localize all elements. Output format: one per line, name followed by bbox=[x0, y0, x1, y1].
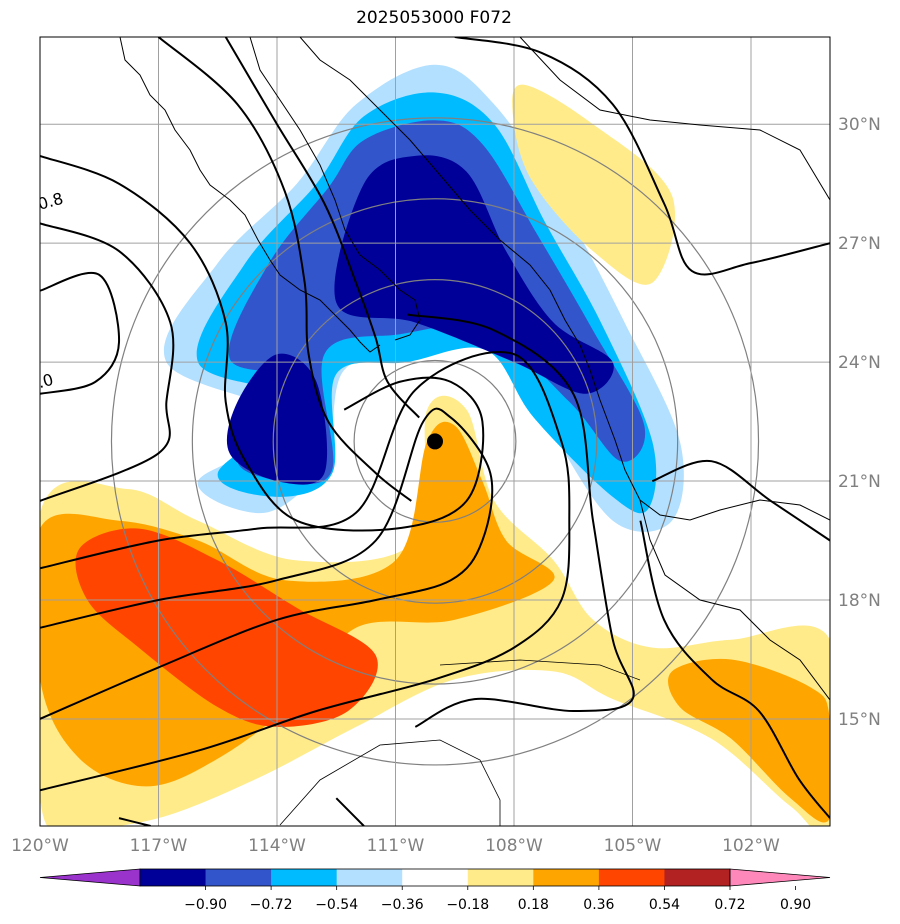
colorbar-bin-1 bbox=[206, 869, 272, 886]
colorbar-tick-label-7: 0.54 bbox=[649, 897, 680, 913]
latitude-tick-labels: 30°N 27°N 24°N 21°N 18°N 15°N bbox=[838, 115, 881, 730]
colorbar-tick-label-5: 0.18 bbox=[518, 897, 549, 913]
colorbar-bin-4 bbox=[402, 869, 468, 886]
colorbar-extend-high bbox=[730, 869, 830, 886]
center-marker-layer bbox=[427, 433, 443, 449]
lat-tick-label-1: 27°N bbox=[838, 234, 881, 254]
colorbar-tick-label-0: −0.90 bbox=[184, 897, 227, 913]
center-marker bbox=[427, 433, 443, 449]
lon-tick-label-2: 114°W bbox=[248, 836, 306, 856]
colorbar-tick-label-6: 0.36 bbox=[583, 897, 614, 913]
colorbar-tick-label-8: 0.72 bbox=[714, 897, 745, 913]
lon-tick-label-1: 117°W bbox=[130, 836, 188, 856]
colorbar-tick-label-3: −0.36 bbox=[381, 897, 424, 913]
lon-tick-label-0: 120°W bbox=[11, 836, 69, 856]
lon-tick-label-3: 111°W bbox=[367, 836, 425, 856]
colorbar-bin-7 bbox=[599, 869, 665, 886]
lat-tick-label-3: 21°N bbox=[838, 472, 881, 492]
colorbar-bin-5 bbox=[468, 869, 534, 886]
lat-tick-label-4: 18°N bbox=[838, 591, 881, 611]
lat-tick-label-0: 30°N bbox=[838, 115, 881, 135]
colorbar: −0.90 −0.72 −0.54 −0.36 −0.18 0.18 0.36 0.54 0.7… bbox=[40, 869, 830, 913]
colorbar-bin-2 bbox=[271, 869, 337, 886]
lon-tick-label-6: 102°W bbox=[722, 836, 780, 856]
longitude-tick-labels: 120°W 117°W 114°W 111°W 108°W 105°W 102°W bbox=[11, 836, 780, 856]
lat-tick-label-2: 24°N bbox=[838, 353, 881, 373]
colorbar-tick-label-9: 0.90 bbox=[780, 897, 811, 913]
colorbar-bin-8 bbox=[664, 869, 730, 886]
lon-tick-label-4: 108°W bbox=[485, 836, 543, 856]
lat-tick-label-5: 15°N bbox=[838, 710, 881, 730]
lon-tick-label-5: 105°W bbox=[604, 836, 662, 856]
colorbar-bin-0 bbox=[140, 869, 206, 886]
colorbar-extend-low bbox=[40, 869, 140, 886]
colorbar-tick-label-1: −0.72 bbox=[250, 897, 293, 913]
colorbar-tick-label-4: −0.18 bbox=[446, 897, 489, 913]
colorbar-bin-3 bbox=[337, 869, 403, 886]
colorbar-tick-label-2: −0.54 bbox=[315, 897, 358, 913]
colorbar-bin-6 bbox=[533, 869, 599, 886]
